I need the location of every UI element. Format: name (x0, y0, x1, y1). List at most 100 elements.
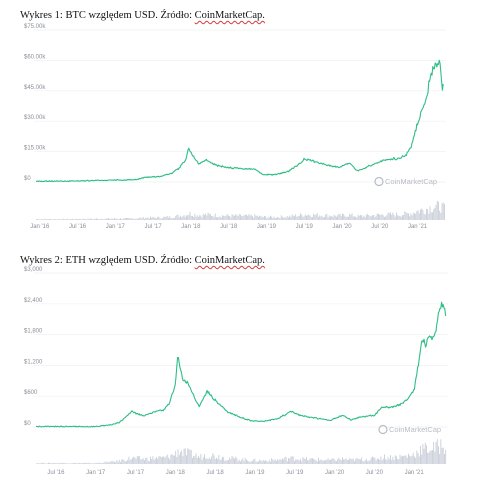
eth-volume-bar (106, 461, 108, 464)
eth-volume-bar (424, 442, 426, 464)
eth-volume-bar (307, 460, 309, 464)
btc-volume-bar (145, 218, 147, 220)
btc-volume-bar (302, 216, 304, 220)
btc-volume-bar (160, 218, 162, 220)
eth-volume-bar (45, 463, 47, 464)
btc-volume-bar (411, 215, 413, 220)
eth-volume-bar (345, 458, 347, 464)
btc-volume-bar (400, 216, 402, 220)
btc-volume-bar (331, 216, 333, 220)
eth-volume-bar (199, 457, 201, 464)
eth-volume-bar (162, 456, 163, 464)
btc-volume-bar (368, 215, 370, 220)
eth-volume-bar (249, 461, 251, 464)
eth-x-tick-label: Jul '19 (286, 470, 304, 476)
eth-volume-bar (110, 461, 112, 464)
btc-volume-bar (441, 203, 443, 220)
eth-volume-bar (68, 463, 70, 464)
eth-volume-bar (321, 459, 323, 464)
btc-volume-bar (121, 219, 123, 220)
btc-volume-bar (286, 215, 288, 220)
eth-volume-bar (340, 460, 342, 464)
eth-volume-bar (224, 460, 226, 464)
eth-volume-bar (127, 459, 129, 464)
eth-volume-bar (157, 458, 159, 464)
eth-volume-bar (108, 462, 109, 464)
btc-volume-bar (252, 216, 253, 220)
btc-volume-bar (382, 215, 384, 220)
eth-volume-bar (120, 462, 121, 464)
eth-volume-bar (343, 459, 345, 464)
btc-volume-bar (39, 219, 41, 220)
chart-2-caption-text: Wykres 2: ETH względem USD. Źródło: (20, 255, 195, 266)
eth-volume-bar (396, 456, 397, 464)
eth-volume-bar (267, 461, 269, 464)
btc-volume-bar (56, 219, 58, 220)
btc-volume-bar (108, 218, 109, 220)
btc-volume-bar (94, 218, 96, 220)
btc-volume-bar (103, 219, 105, 220)
btc-volume-bar (136, 218, 138, 220)
btc-volume-bar (283, 218, 285, 220)
btc-volume-bar (292, 215, 294, 220)
eth-volume-bar (151, 458, 153, 464)
btc-volume-bar (339, 213, 341, 220)
btc-volume-bar (303, 216, 305, 220)
eth-volume-bar (416, 450, 418, 464)
btc-volume-bar (199, 215, 201, 220)
btc-volume-bar (406, 213, 408, 220)
eth-volume-bar (177, 449, 179, 464)
eth-volume-bar (174, 455, 175, 464)
btc-volume-bar (84, 219, 85, 220)
eth-volume-bar (354, 461, 355, 464)
btc-volume-bar (43, 219, 45, 220)
btc-volume-bar (52, 219, 54, 220)
btc-volume-bar (230, 217, 232, 220)
eth-volume-bar (344, 459, 346, 464)
btc-volume-bar (106, 218, 108, 220)
eth-volume-bar (403, 456, 405, 464)
eth-volume-bar (276, 461, 277, 464)
btc-volume-bar (325, 214, 327, 220)
eth-volume-bar (325, 459, 327, 464)
btc-volume-bar (322, 217, 324, 220)
btc-volume-bar (234, 215, 235, 220)
btc-volume-bar (414, 213, 415, 220)
btc-volume-bar (420, 209, 421, 220)
btc-volume-bar (336, 216, 337, 220)
eth-volume-bar (123, 460, 125, 464)
eth-volume-bar (142, 458, 144, 464)
eth-volume-bar (309, 458, 311, 464)
btc-volume-bar (372, 215, 373, 220)
eth-volume-bar (178, 455, 180, 464)
btc-volume-bar (62, 218, 64, 220)
eth-y-tick-label: $1,800 (24, 329, 43, 335)
btc-usd-chart: $0 $15.00k $30.00k $45.00k $60.00k $75.00k Jan… (24, 24, 446, 230)
btc-volume-bar (222, 215, 223, 220)
btc-volume-bar (391, 214, 393, 220)
btc-volume-bar (318, 216, 319, 220)
btc-x-tick-label: Jul '19 (296, 224, 314, 230)
btc-volume-bar (79, 218, 81, 220)
btc-volume-bar (259, 215, 261, 220)
btc-volume-bar (207, 212, 209, 220)
btc-volume-bar (346, 216, 348, 220)
btc-volume-bar (177, 214, 179, 220)
eth-volume-bar (150, 456, 151, 464)
btc-volume-bar (357, 214, 359, 220)
eth-volume-bar (290, 456, 292, 464)
btc-volume-bar (392, 212, 394, 220)
btc-volume-bar (351, 213, 353, 220)
eth-volume-bar (182, 456, 184, 464)
btc-volume-bar (277, 216, 279, 220)
btc-volume-bar (134, 218, 136, 220)
btc-volume-bar (424, 214, 426, 220)
btc-volume-bar (384, 216, 385, 220)
eth-volume-bar (158, 456, 160, 464)
btc-volume-bar (294, 216, 295, 220)
btc-volume-bar (171, 218, 173, 220)
btc-volume-bar (148, 218, 150, 220)
eth-volume-bar (43, 462, 45, 464)
btc-volume-bar (423, 213, 425, 220)
btc-volume-bar (397, 215, 399, 220)
